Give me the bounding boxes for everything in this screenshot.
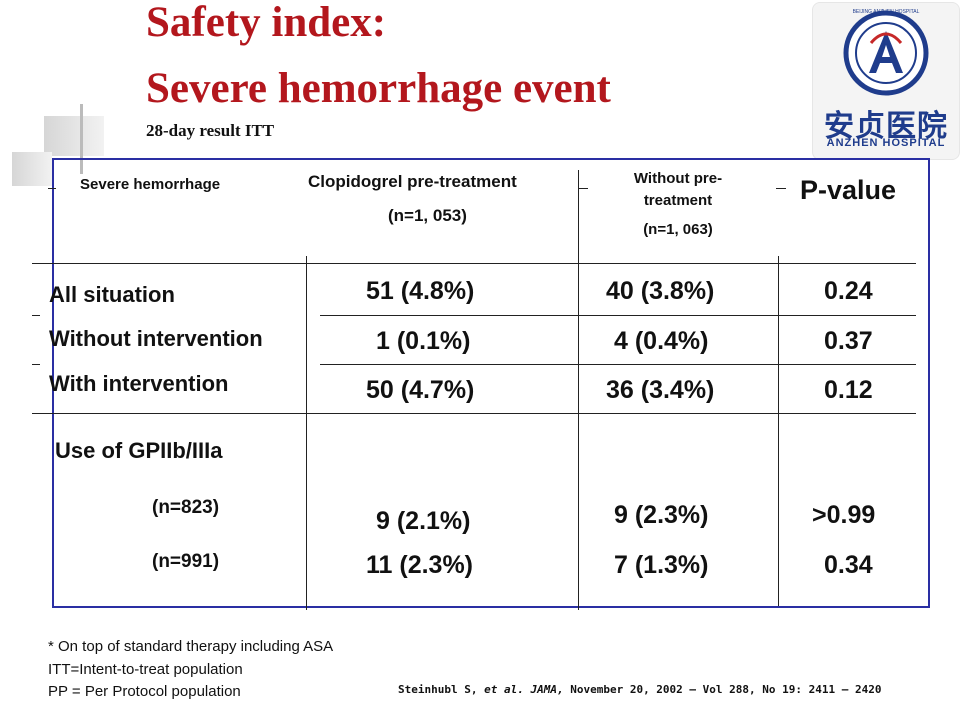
gp-subgroup-n: (n=823)	[152, 497, 220, 518]
footnote-asa: * On top of standard therapy including A…	[48, 638, 334, 655]
header-p-value: P-value	[800, 175, 897, 205]
table-col-divider	[778, 256, 779, 606]
cell-p-value: 0.24	[824, 277, 873, 305]
table-dash	[578, 188, 588, 189]
table-dash	[32, 364, 40, 365]
citation-etal: et al.	[484, 683, 524, 696]
table-dash	[776, 188, 786, 189]
logo-name-cn: 安贞医院	[824, 109, 948, 144]
cell-p-value: 0.37	[824, 327, 873, 355]
table-rule-row3	[32, 413, 916, 414]
header-clopidogrel: Clopidogrel pre-treatment	[308, 172, 517, 191]
cell-without: 4 (0.4%)	[614, 327, 709, 355]
cell-clopidogrel: 1 (0.1%)	[376, 327, 471, 355]
footnote-itt: ITT=Intent-to-treat population	[48, 661, 243, 678]
gp-subgroup-n: (n=991)	[152, 551, 220, 572]
logo-name-en: ANZHEN HOSPITAL	[826, 137, 946, 149]
table-dash	[48, 188, 56, 189]
footnote-pp: PP = Per Protocol population	[48, 683, 241, 700]
cell-without: 36 (3.4%)	[606, 376, 715, 404]
hospital-logo: 安贞医院 ANZHEN HOSPITAL BEIJING ANZHEN HOSP…	[812, 2, 960, 160]
table-col-divider	[578, 170, 579, 610]
table-dash	[32, 315, 40, 316]
cell-without: 9 (2.3%)	[614, 501, 709, 529]
decorative-bar	[44, 116, 104, 156]
cell-p-value: 0.34	[824, 551, 873, 579]
header-clopidogrel-n: (n=1, 053)	[388, 206, 467, 225]
anzhen-hospital-logo-icon	[843, 10, 929, 96]
table-col-divider	[306, 256, 307, 610]
slide-title-line2: Severe hemorrhage event	[146, 65, 611, 112]
table-rule-row1	[320, 315, 916, 316]
slide-subtitle: 28-day result ITT	[146, 121, 275, 140]
decorative-line	[80, 104, 83, 174]
cell-clopidogrel: 9 (2.1%)	[376, 507, 471, 535]
table-frame	[52, 158, 930, 608]
cell-p-value: >0.99	[812, 501, 876, 529]
cell-without: 40 (3.8%)	[606, 277, 715, 305]
decorative-bar	[12, 152, 52, 186]
row-label-gpiib-iiia: Use of GPIIb/IIIa	[55, 438, 223, 463]
row-label-with-intervention: With intervention	[49, 371, 229, 396]
cell-clopidogrel: 51 (4.8%)	[366, 277, 475, 305]
header-without-n: (n=1, 063)	[643, 221, 713, 238]
header-without-line1: Without pre-	[633, 170, 723, 187]
cell-clopidogrel: 50 (4.7%)	[366, 376, 475, 404]
header-without-line2: treatment	[643, 192, 713, 209]
citation: Steinhubl S, et al. JAMA, November 20, 2…	[398, 683, 881, 696]
cell-without: 7 (1.3%)	[614, 551, 709, 579]
cell-p-value: 0.12	[824, 376, 873, 404]
table-rule-row2	[320, 364, 916, 365]
cell-clopidogrel: 11 (2.3%)	[366, 551, 474, 579]
logo-ring-text: BEIJING ANZHEN HOSPITAL	[852, 9, 920, 15]
row-label-without-intervention: Without intervention	[49, 326, 263, 351]
citation-authors: Steinhubl S,	[398, 683, 485, 696]
header-row-label: Severe hemorrhage	[80, 176, 221, 193]
citation-journal: JAMA,	[530, 683, 564, 696]
citation-rest: November 20, 2002 – Vol 288, No 19: 2411…	[563, 683, 882, 696]
row-label-all-situation: All situation	[49, 282, 175, 307]
slide-title-line1: Safety index:	[146, 0, 387, 46]
table-rule-header	[32, 263, 916, 264]
